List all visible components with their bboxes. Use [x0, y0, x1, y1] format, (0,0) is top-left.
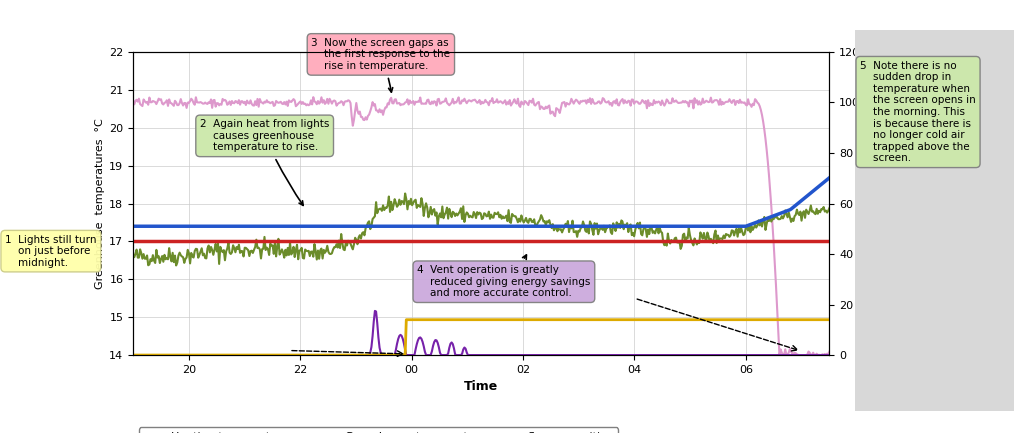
Y-axis label: Greenhouse  temperatures  °C: Greenhouse temperatures °C	[95, 118, 105, 289]
X-axis label: Time: Time	[464, 380, 499, 393]
Y-axis label: All others (HD x 10): All others (HD x 10)	[877, 149, 887, 259]
Text: 1  Lights still turn
    on just before
    midnight.: 1 Lights still turn on just before midni…	[5, 235, 96, 268]
Text: 4  Vent operation is greatly
    reduced giving energy savings
    and more accu: 4 Vent operation is greatly reduced givi…	[417, 255, 591, 298]
Text: 2  Again heat from lights
    causes greenhouse
    temperature to rise.: 2 Again heat from lights causes greenhou…	[200, 119, 330, 205]
Text: 5  Note there is no
    sudden drop in
    temperature when
    the screen opens: 5 Note there is no sudden drop in temper…	[860, 61, 976, 163]
Legend: Heating temperature, Ventilation temperature, Greenhouse temperature, Vent posit: Heating temperature, Ventilation tempera…	[138, 427, 618, 433]
Text: 3  Now the screen gaps as
    the first response to the
    rise in temperature.: 3 Now the screen gaps as the first respo…	[311, 38, 451, 92]
